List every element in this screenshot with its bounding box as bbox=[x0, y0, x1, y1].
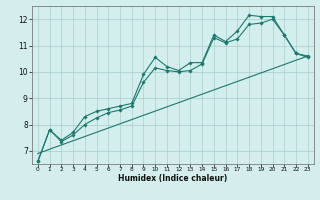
X-axis label: Humidex (Indice chaleur): Humidex (Indice chaleur) bbox=[118, 174, 228, 183]
